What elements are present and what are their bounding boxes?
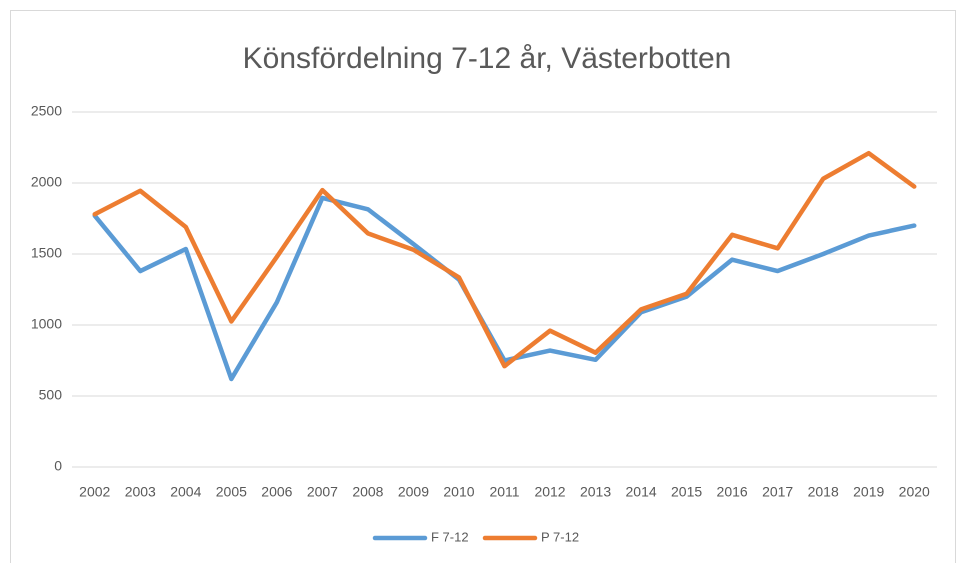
x-tick-label: 2012	[534, 484, 565, 500]
y-tick-label: 0	[54, 458, 62, 474]
y-tick-label: 500	[39, 387, 63, 403]
chart-title: Könsfördelning 7-12 år, Västerbotten	[243, 42, 732, 75]
x-tick-label: 2016	[717, 484, 748, 500]
x-tick-label: 2017	[762, 484, 793, 500]
x-tick-label: 2002	[79, 484, 110, 500]
legend-label: P 7-12	[541, 529, 579, 544]
x-tick-label: 2018	[808, 484, 839, 500]
x-tick-label: 2007	[307, 484, 338, 500]
x-tick-label: 2003	[125, 484, 156, 500]
legend-label: F 7-12	[431, 529, 469, 544]
x-tick-label: 2020	[899, 484, 930, 500]
x-tick-label: 2006	[261, 484, 292, 500]
y-tick-label: 2000	[31, 174, 62, 190]
series-line	[92, 195, 917, 382]
x-tick-label: 2008	[352, 484, 383, 500]
x-tick-label: 2015	[671, 484, 702, 500]
x-tick-label: 2005	[216, 484, 247, 500]
x-tick-label: 2004	[170, 484, 201, 500]
series-line	[92, 150, 917, 369]
x-tick-label: 2011	[489, 484, 519, 500]
y-tick-label: 1000	[31, 316, 62, 332]
x-tick-label: 2009	[398, 484, 429, 500]
x-tick-label: 2013	[580, 484, 611, 500]
y-tick-label: 2500	[31, 103, 62, 119]
y-tick-label: 1500	[31, 245, 62, 261]
chart-border	[10, 10, 956, 563]
x-tick-label: 2010	[443, 484, 474, 500]
x-tick-label: 2014	[626, 484, 657, 500]
x-tick-label: 2019	[853, 484, 884, 500]
